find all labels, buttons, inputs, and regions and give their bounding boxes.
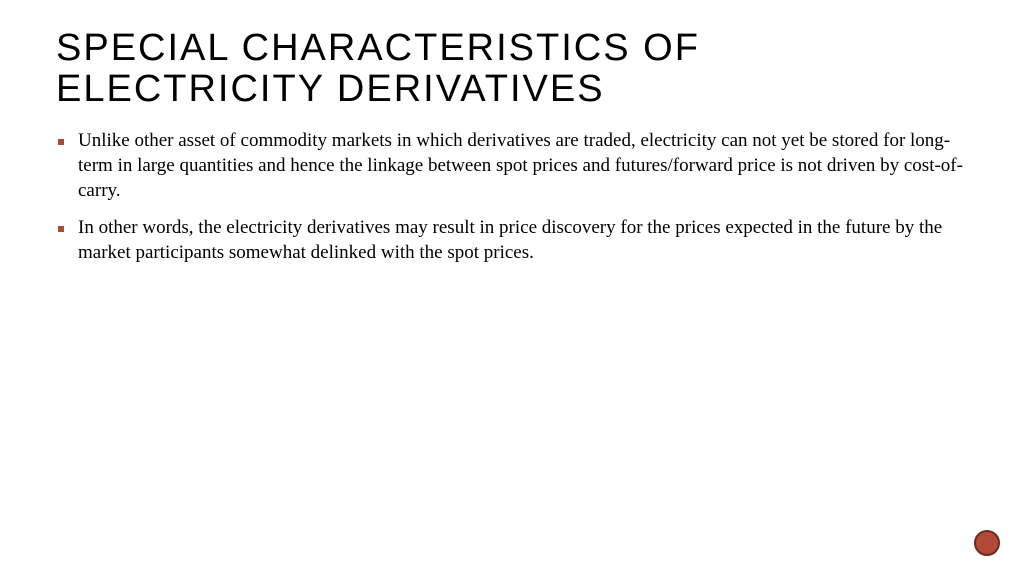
decorative-circle-icon: [974, 530, 1000, 556]
slide-title: SPECIAL CHARACTERISTICS OF ELECTRICITY D…: [56, 28, 968, 110]
slide-container: SPECIAL CHARACTERISTICS OF ELECTRICITY D…: [0, 0, 1024, 576]
bullet-item: In other words, the electricity derivati…: [56, 215, 968, 265]
bullet-text: In other words, the electricity derivati…: [78, 217, 942, 263]
bullet-item: Unlike other asset of commodity markets …: [56, 128, 968, 203]
bullet-list: Unlike other asset of commodity markets …: [56, 128, 968, 265]
bullet-text: Unlike other asset of commodity markets …: [78, 130, 963, 201]
